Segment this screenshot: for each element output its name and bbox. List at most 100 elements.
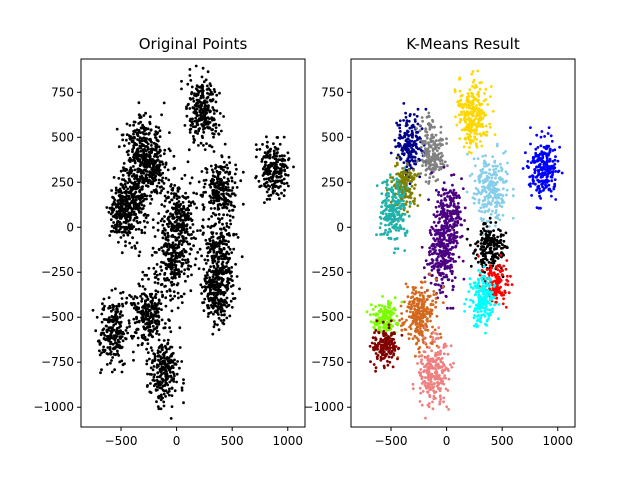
data-point <box>224 268 228 272</box>
data-point <box>180 264 184 268</box>
data-point <box>217 302 220 306</box>
data-point <box>477 124 480 128</box>
data-point <box>123 191 126 194</box>
data-point <box>143 147 147 151</box>
data-point <box>182 254 186 258</box>
data-point <box>149 366 153 370</box>
data-point <box>168 243 171 247</box>
data-point <box>182 378 185 382</box>
data-point <box>501 194 505 198</box>
data-point <box>404 177 407 181</box>
data-point <box>159 191 162 195</box>
data-point <box>391 195 394 199</box>
data-point <box>424 134 428 138</box>
data-point <box>158 174 162 177</box>
data-point <box>407 134 411 138</box>
data-point <box>193 119 197 123</box>
data-point <box>212 264 216 268</box>
data-point <box>494 200 498 204</box>
data-point <box>162 182 166 185</box>
data-point <box>212 270 215 274</box>
data-point <box>231 192 235 196</box>
data-point <box>184 279 187 283</box>
data-point <box>200 292 204 295</box>
data-point <box>202 80 206 84</box>
data-point <box>539 135 543 139</box>
data-point <box>471 114 474 118</box>
data-point <box>136 168 140 171</box>
data-point <box>180 79 183 83</box>
data-point <box>178 366 181 370</box>
data-point <box>208 242 212 246</box>
data-point <box>556 170 560 174</box>
data-point <box>134 331 138 335</box>
data-point <box>146 304 150 307</box>
data-point <box>511 194 515 198</box>
data-point <box>424 168 428 172</box>
data-point <box>488 202 491 205</box>
data-point <box>118 214 122 218</box>
data-point <box>484 87 488 91</box>
data-point <box>157 333 161 336</box>
data-point <box>474 164 477 168</box>
data-point <box>214 301 218 305</box>
data-point <box>158 129 162 133</box>
data-point <box>446 195 449 198</box>
data-point <box>212 108 216 112</box>
data-point <box>275 154 278 158</box>
data-point <box>109 326 112 330</box>
data-point <box>179 295 183 298</box>
data-point <box>100 312 104 316</box>
data-point <box>102 318 106 321</box>
data-point <box>195 111 199 115</box>
data-point <box>115 307 118 311</box>
data-point <box>190 219 194 223</box>
data-point <box>454 206 458 210</box>
data-point <box>432 147 435 151</box>
chart-title: K-Means Result <box>406 35 520 53</box>
data-point <box>111 342 115 346</box>
data-point <box>146 127 150 131</box>
data-point <box>181 262 185 265</box>
data-point <box>227 179 231 183</box>
data-point <box>412 177 416 181</box>
data-point <box>429 163 433 167</box>
data-point <box>481 167 485 171</box>
data-point <box>216 180 220 184</box>
data-point <box>529 142 532 146</box>
data-point <box>411 150 415 154</box>
data-point <box>405 229 409 233</box>
data-point <box>180 360 184 363</box>
data-point <box>204 78 208 82</box>
data-point <box>132 132 135 136</box>
data-point <box>130 246 134 249</box>
data-point <box>466 152 469 156</box>
data-point <box>188 107 192 110</box>
data-point <box>125 296 129 300</box>
data-point <box>221 254 225 257</box>
data-point <box>151 297 155 300</box>
data-point <box>179 207 183 211</box>
data-point <box>106 339 110 342</box>
data-point <box>149 182 153 186</box>
data-point <box>140 228 144 232</box>
data-point <box>397 219 400 223</box>
data-point <box>225 243 229 247</box>
data-point <box>167 225 171 229</box>
data-point <box>162 404 166 408</box>
data-point <box>208 194 212 198</box>
data-point <box>212 188 216 192</box>
data-point <box>142 311 146 314</box>
data-point <box>467 123 471 126</box>
data-point <box>502 181 506 184</box>
data-point <box>132 144 136 148</box>
data-point <box>226 166 230 170</box>
data-point <box>454 245 457 249</box>
data-point <box>192 236 196 240</box>
data-point <box>149 300 153 303</box>
data-point <box>479 217 483 220</box>
data-point <box>196 89 200 93</box>
data-point <box>409 133 413 137</box>
data-point <box>151 160 155 164</box>
cluster-2 <box>133 131 176 201</box>
